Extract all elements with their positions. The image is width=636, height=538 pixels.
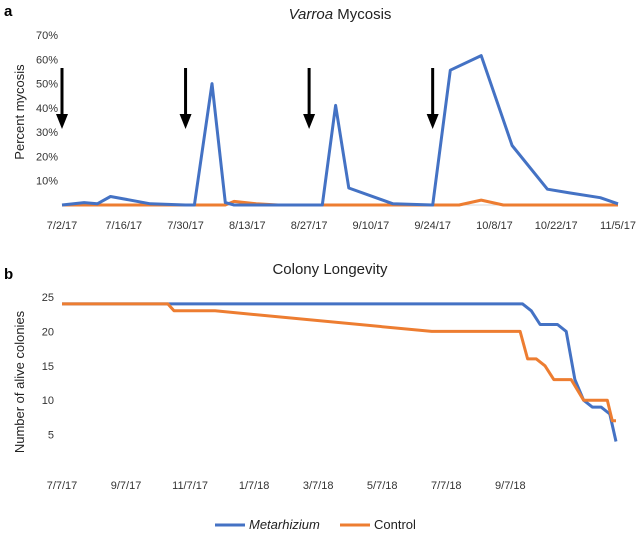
panel-a-y-ticks: 10% 20% 30% 40% 50% 60% 70% bbox=[36, 30, 58, 188]
panel-b-y-ticks: 5 10 15 20 25 bbox=[42, 292, 54, 442]
panel-a-x-ticks: 7/2/17 7/16/17 7/30/17 8/13/17 8/27/17 9/10/1… bbox=[47, 220, 636, 232]
panel-a-x-tick-label: 11/5/17 bbox=[600, 220, 636, 232]
panel-b-x-ticks: 7/7/17 9/7/17 11/7/17 1/7/18 3/7/18 5/7/18 7/7… bbox=[47, 480, 526, 492]
panel-a-y-tick-label: 70% bbox=[36, 30, 58, 42]
panel-a-series bbox=[61, 54, 619, 207]
treatment-arrow bbox=[426, 68, 439, 129]
panel-b-x-tick-label: 7/7/17 bbox=[47, 480, 78, 492]
panel-b-x-tick-label: 11/7/17 bbox=[172, 480, 208, 492]
panel-a-x-tick-label: 9/24/17 bbox=[414, 220, 451, 232]
panel-a-x-tick-label: 10/8/17 bbox=[476, 220, 513, 232]
panel-a-x-tick-label: 9/10/17 bbox=[353, 220, 390, 232]
legend-metarhizium-label: Metarhizium bbox=[249, 517, 320, 532]
treatment-arrow bbox=[179, 68, 192, 129]
panel-a-title: Varroa Mycosis bbox=[289, 6, 392, 23]
panel-b-y-tick-label: 25 bbox=[42, 292, 54, 304]
panel-a-y-tick-label: 60% bbox=[36, 54, 58, 66]
panel-b-y-axis-label: Number of alive colonies bbox=[12, 310, 27, 453]
panel-b-y-tick-label: 10 bbox=[42, 395, 54, 407]
panel-a-y-tick-label: 50% bbox=[36, 79, 58, 91]
treatment-arrow bbox=[56, 68, 68, 129]
panel-b-x-tick-label: 1/7/18 bbox=[239, 480, 270, 492]
panel-b-x-tick-label: 9/7/18 bbox=[495, 480, 526, 492]
legend: Metarhizium Control bbox=[215, 517, 416, 532]
panel-b-y-tick-label: 20 bbox=[42, 326, 54, 338]
panel-a-x-tick-label: 8/13/17 bbox=[229, 220, 266, 232]
panel-a-y-axis-label: Percent mycosis bbox=[12, 64, 27, 160]
panel-a-label: a bbox=[4, 3, 13, 20]
panel-b-series-metarhizium bbox=[62, 302, 618, 442]
panel-b-x-tick-label: 3/7/18 bbox=[303, 480, 334, 492]
panel-b-series-control bbox=[62, 302, 616, 423]
panel-a-x-tick-label: 7/30/17 bbox=[167, 220, 204, 232]
panel-b-series bbox=[62, 302, 618, 442]
panel-a-treatment-arrows bbox=[56, 68, 439, 129]
panel-b-y-tick-label: 5 bbox=[48, 430, 54, 442]
panel-a-y-tick-label: 30% bbox=[36, 127, 58, 139]
panel-b-x-tick-label: 7/7/18 bbox=[431, 480, 462, 492]
panel-a-title-italic: Varroa bbox=[289, 6, 333, 23]
panel-a-series-metarhizium bbox=[61, 54, 619, 207]
treatment-arrow bbox=[303, 68, 316, 129]
panel-a-y-tick-label: 10% bbox=[36, 176, 58, 188]
panel-b-x-tick-label: 9/7/17 bbox=[111, 480, 142, 492]
panel-a-x-tick-label: 10/22/17 bbox=[535, 220, 578, 232]
panel-b-label: b bbox=[4, 266, 13, 283]
panel-b-x-tick-label: 5/7/18 bbox=[367, 480, 398, 492]
legend-control-label: Control bbox=[374, 517, 416, 532]
panel-a-y-tick-label: 20% bbox=[36, 151, 58, 163]
panel-a-x-tick-label: 7/16/17 bbox=[105, 220, 142, 232]
panel-a-x-tick-label: 8/27/17 bbox=[291, 220, 328, 232]
panel-a-title-rest: Mycosis bbox=[333, 6, 391, 23]
panel-a-y-tick-label: 40% bbox=[36, 103, 58, 115]
panel-b-y-tick-label: 15 bbox=[42, 361, 54, 373]
panel-a-x-tick-label: 7/2/17 bbox=[47, 220, 78, 232]
panel-b-title: Colony Longevity bbox=[272, 261, 388, 278]
